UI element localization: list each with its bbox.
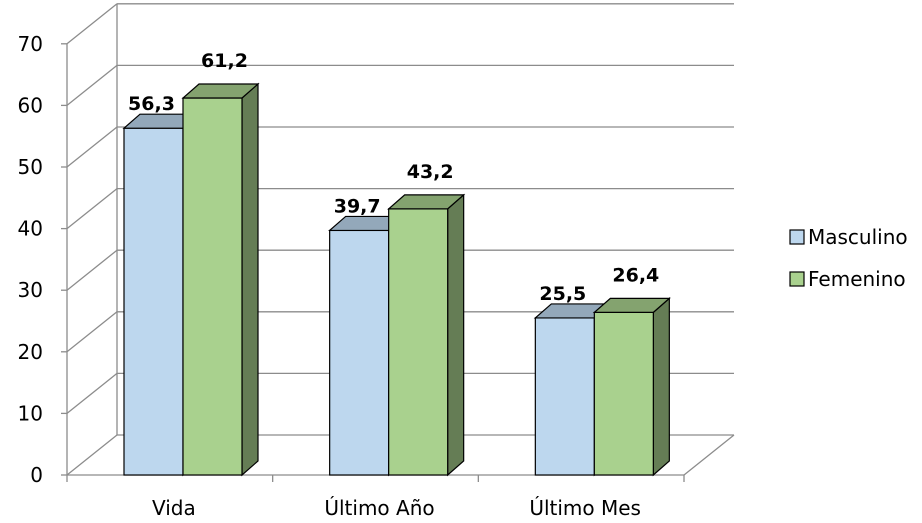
gridline-depth-20 [66,311,118,353]
bar-top [387,194,466,210]
bar [329,229,390,476]
floor-right-edge [683,434,735,476]
legend-label: Femenino [808,267,906,291]
data-labels: 56,3 61,2 39,7 43,2 25,5 26,4 [128,50,659,305]
gridline-depth-50 [66,126,118,168]
gridline-depth-10 [66,372,118,414]
y-tick-label: 20 [18,340,43,364]
data-label: 43,2 [407,161,454,183]
bar-side [241,82,259,477]
gridline-depth-40 [66,188,118,230]
bar [182,97,243,476]
y-tick-label: 30 [18,278,43,302]
category-label: Vida [152,496,196,520]
bar-top [592,297,671,313]
y-axis-tick-labels: 0 10 20 30 40 50 60 70 [18,32,43,487]
gridline-depth-70 [66,3,118,45]
legend-swatch [789,271,805,287]
data-label: 26,4 [612,264,659,286]
gridline-depth-60 [66,64,118,106]
data-label: 56,3 [128,93,175,115]
bar-side [447,193,465,477]
bar-side [652,297,670,477]
gridline-depth-30 [66,249,118,291]
y-tick-label: 10 [18,401,43,425]
category-labels: Vida Último Año Último Mes [152,496,641,520]
category-label: Último Año [324,496,434,520]
y-tick-label: 60 [18,93,43,117]
y-tick-label: 40 [18,217,43,241]
category-label: Último Mes [529,496,641,520]
bar [123,127,184,476]
legend: Masculino Femenino [789,225,908,291]
legend-swatch [789,229,805,245]
data-label: 25,5 [539,283,586,305]
data-label: 61,2 [201,50,248,72]
bars [122,82,671,477]
bar [534,317,595,476]
y-tick-label: 70 [18,32,43,56]
gridline-depth-0 [66,434,118,476]
bar [593,311,654,476]
legend-label: Masculino [808,225,908,249]
y-tick-label: 50 [18,155,43,179]
y-tick-label: 0 [30,463,43,487]
bar-top [181,83,260,99]
data-label: 39,7 [334,195,381,217]
bar [388,208,449,476]
